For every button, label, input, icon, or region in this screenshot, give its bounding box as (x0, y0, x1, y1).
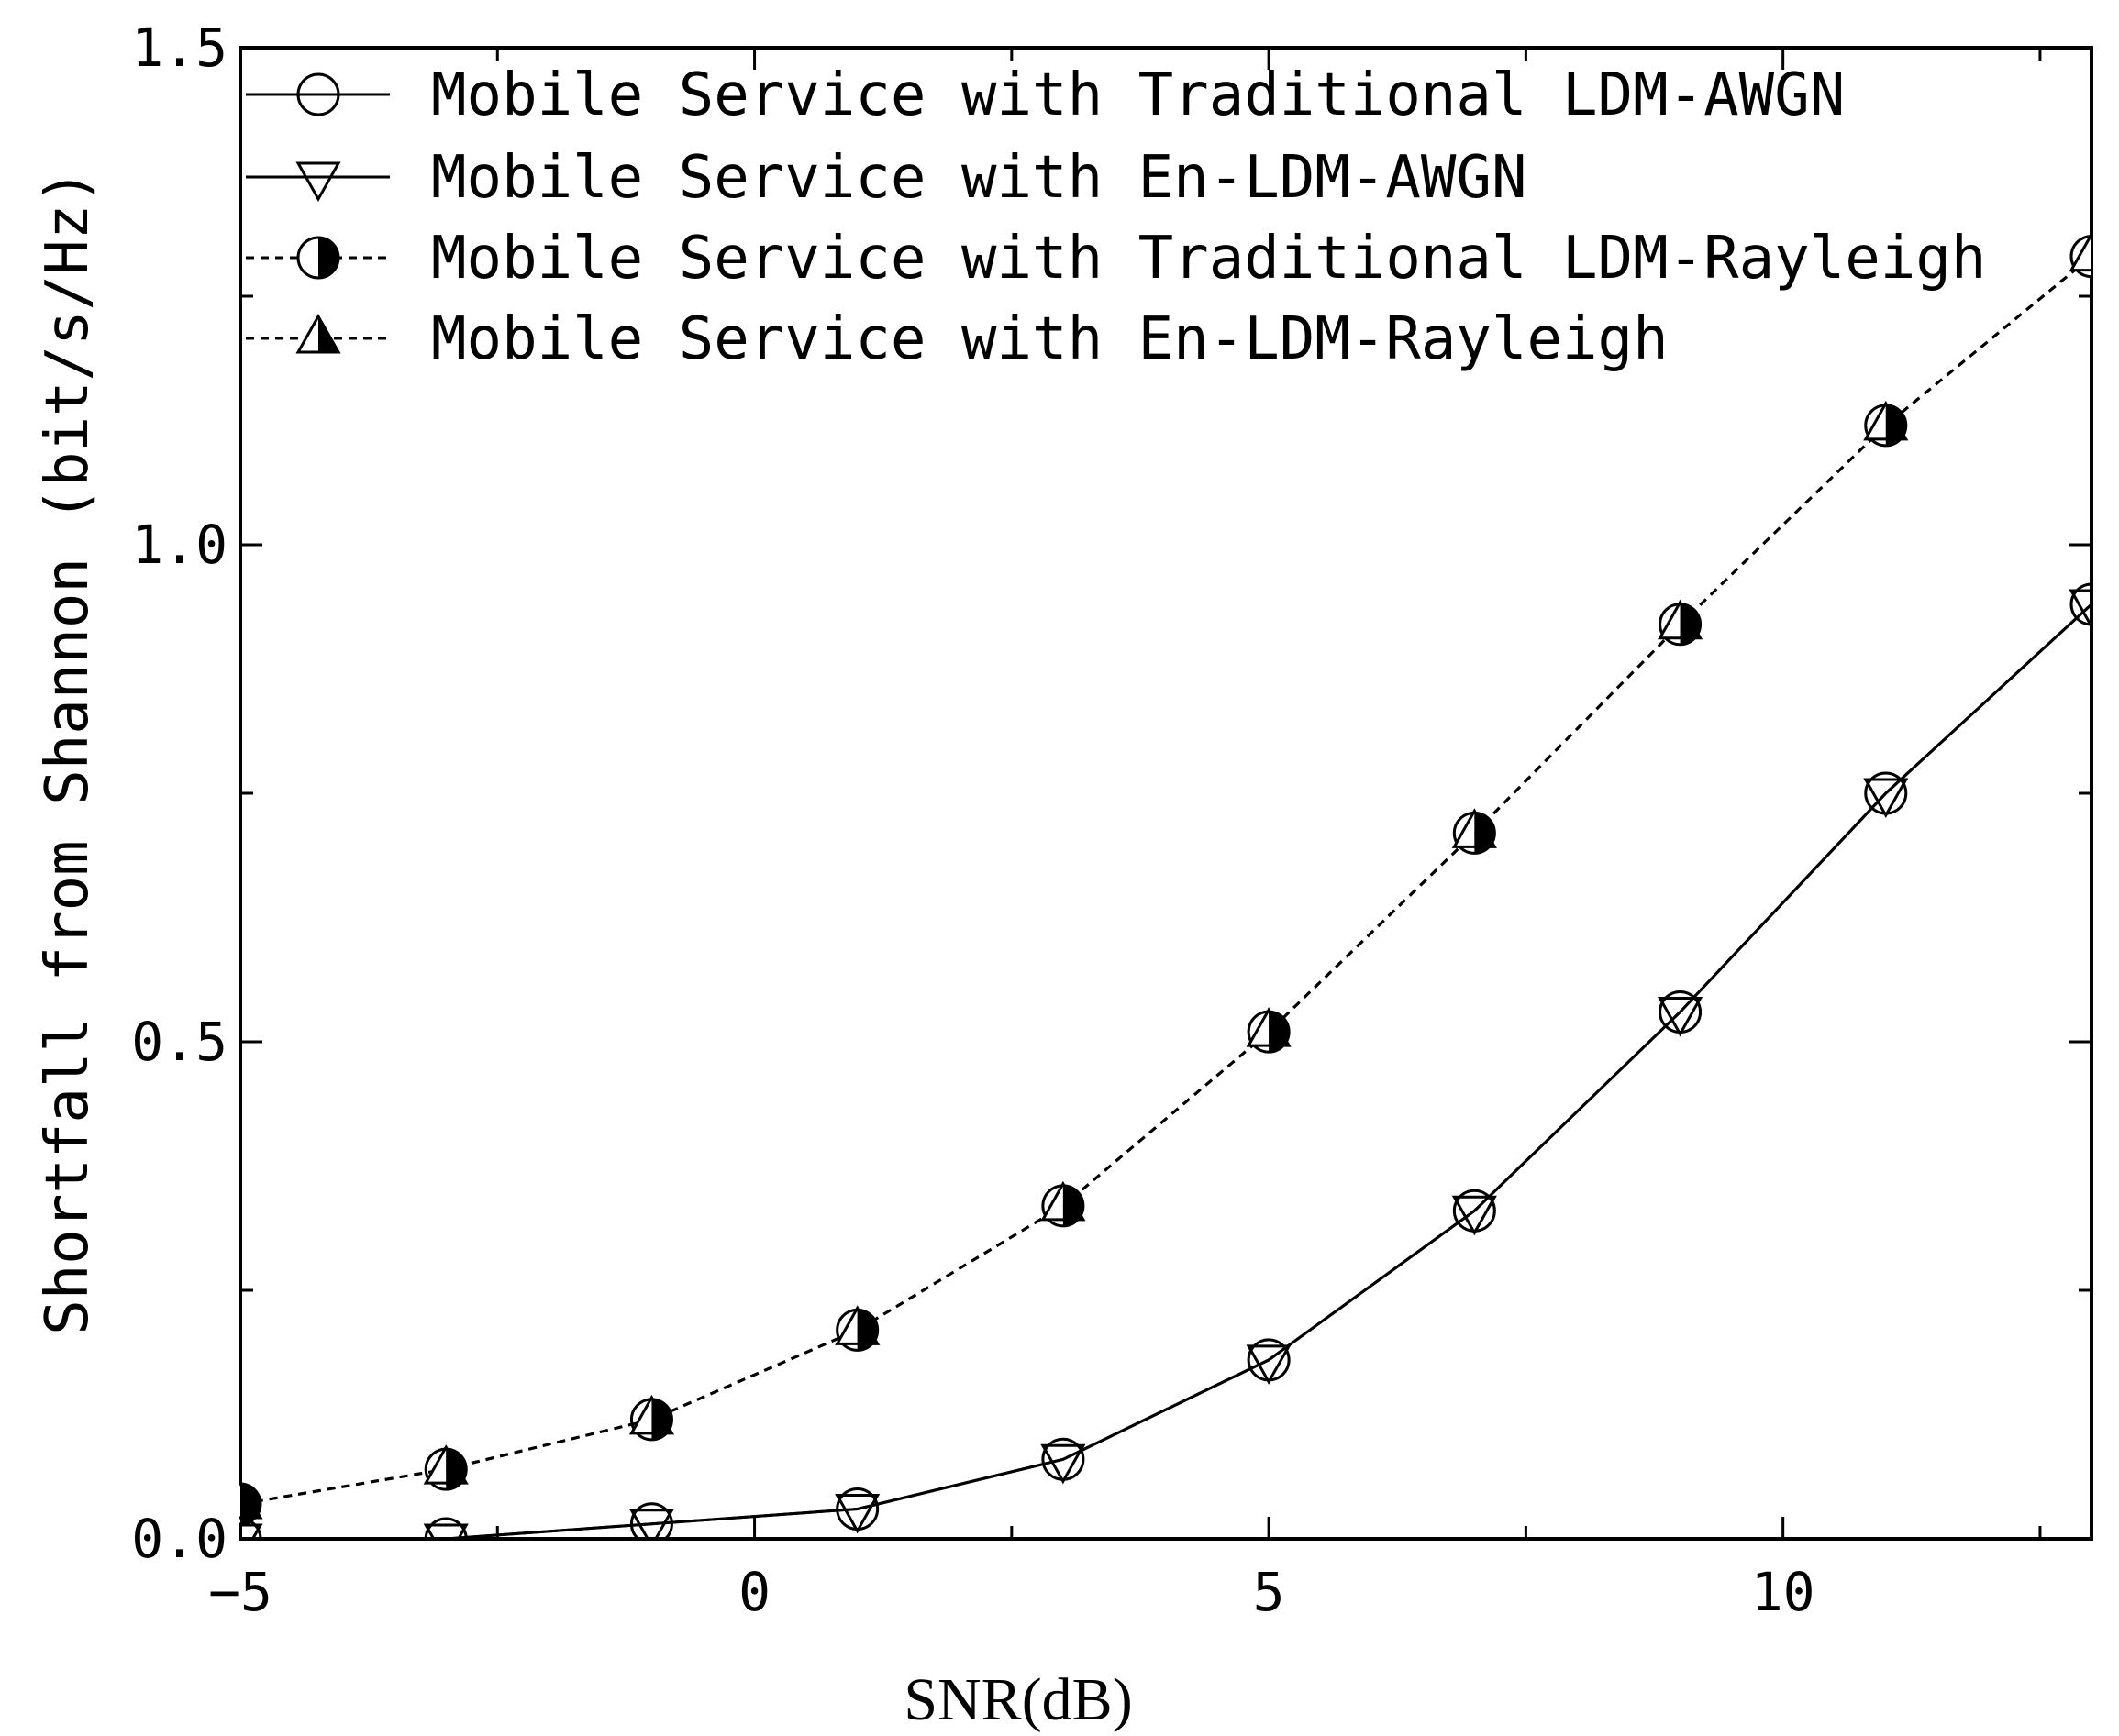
series-line (239, 255, 2092, 1506)
data-point (1040, 1180, 1086, 1222)
legend-entry-3: Mobile Service with Traditional LDM-Rayl… (246, 225, 1986, 293)
data-point (835, 1493, 881, 1534)
legend-entry-4: Mobile Service with En-LDM-Rayleigh (246, 305, 1669, 373)
legend-label: Mobile Service with Traditional LDM-AWGN (431, 61, 1845, 129)
legend-label: Mobile Service with En-LDM-Rayleigh (431, 305, 1669, 373)
data-point (628, 1509, 675, 1541)
series-2 (239, 589, 2093, 1541)
data-point (1657, 599, 1703, 640)
plot-series (239, 231, 2093, 1541)
series-line (240, 603, 2093, 1541)
data-point (1040, 1443, 1086, 1485)
series-1 (239, 582, 2093, 1541)
data-point (2069, 589, 2093, 630)
series-line (239, 255, 2092, 1506)
legend-label: Mobile Service with En-LDM-AWGN (431, 144, 1526, 212)
series-3 (239, 235, 2093, 1526)
plot-area (239, 231, 2093, 1541)
data-point (835, 1305, 881, 1345)
x-axis-label: SNR(dB) (904, 1666, 1132, 1733)
data-point (1657, 996, 1703, 1037)
y-tick-label: 1.5 (131, 17, 227, 79)
legend-marker (296, 72, 340, 116)
data-point (628, 1394, 675, 1435)
data-point (423, 1444, 469, 1485)
x-tick-label: 5 (1253, 1561, 1285, 1623)
series-line (240, 603, 2093, 1541)
data-point (1863, 778, 1909, 819)
data-point (423, 1523, 469, 1541)
legend-marker (295, 313, 341, 354)
legend-entry-1: Mobile Service with Traditional LDM-AWGN (246, 61, 1845, 129)
legend: Mobile Service with Traditional LDM-AWGN… (246, 61, 1986, 373)
x-tick-label: −5 (208, 1561, 272, 1623)
data-point (2069, 231, 2093, 272)
series-4 (239, 231, 2093, 1520)
legend-entry-2: Mobile Service with En-LDM-AWGN (246, 144, 1526, 212)
data-point (1246, 1344, 1292, 1385)
data-point (1451, 1195, 1497, 1236)
data-point (1246, 1007, 1292, 1047)
y-tick-label: 0.5 (131, 1011, 227, 1073)
y-axis-label: Shortfall from Shannon (bit/s/Hz) (34, 169, 102, 1335)
axes: −5 0 5 10 0.0 0.5 1.0 1.5 (131, 17, 2093, 1623)
x-tick-label: 0 (738, 1561, 771, 1623)
legend-marker (296, 236, 340, 280)
data-point (239, 1479, 263, 1520)
data-point (1863, 400, 1909, 441)
x-tick-label: 10 (1751, 1561, 1815, 1623)
legend-label: Mobile Service with Traditional LDM-Rayl… (431, 225, 1986, 293)
y-tick-label: 0.0 (131, 1508, 227, 1570)
legend-marker (295, 161, 341, 203)
y-tick-label: 1.0 (131, 514, 227, 576)
data-point (629, 1502, 673, 1541)
data-point (1451, 808, 1497, 848)
